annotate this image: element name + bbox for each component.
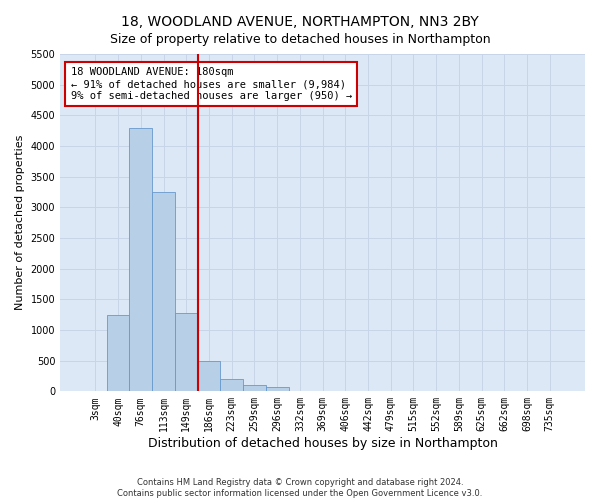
Text: 18, WOODLAND AVENUE, NORTHAMPTON, NN3 2BY: 18, WOODLAND AVENUE, NORTHAMPTON, NN3 2B… xyxy=(121,15,479,29)
Y-axis label: Number of detached properties: Number of detached properties xyxy=(15,135,25,310)
Bar xyxy=(107,314,130,392)
Bar xyxy=(243,385,266,392)
Bar xyxy=(220,379,243,392)
X-axis label: Distribution of detached houses by size in Northampton: Distribution of detached houses by size … xyxy=(148,437,497,450)
Bar xyxy=(197,360,220,392)
Bar xyxy=(152,192,175,392)
Bar xyxy=(266,386,289,392)
Text: Size of property relative to detached houses in Northampton: Size of property relative to detached ho… xyxy=(110,32,490,46)
Text: Contains HM Land Registry data © Crown copyright and database right 2024.
Contai: Contains HM Land Registry data © Crown c… xyxy=(118,478,482,498)
Bar xyxy=(175,313,197,392)
Bar xyxy=(130,128,152,392)
Text: 18 WOODLAND AVENUE: 180sqm
← 91% of detached houses are smaller (9,984)
9% of se: 18 WOODLAND AVENUE: 180sqm ← 91% of deta… xyxy=(71,68,352,100)
